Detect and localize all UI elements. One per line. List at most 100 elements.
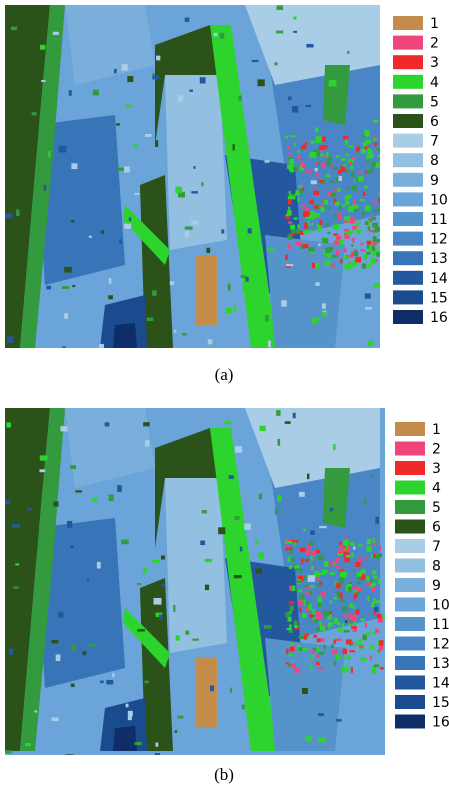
map-pixel-cluster (278, 495, 282, 502)
map-pixel-cluster (153, 598, 161, 605)
map-pixel-cluster (371, 474, 374, 476)
map-pixel-cluster (259, 494, 262, 500)
map-pixel-cluster (276, 410, 280, 416)
map-pixel-cluster (155, 753, 160, 757)
map-pixel-cluster (367, 160, 370, 163)
legend-label: 9 (432, 578, 441, 594)
map-pixel-cluster (299, 608, 301, 613)
map-pixel-cluster (170, 281, 174, 285)
map-pixel-cluster (296, 581, 302, 583)
map-pixel-cluster (60, 426, 67, 431)
classification-map (5, 5, 385, 351)
map-pixel-cluster (372, 668, 376, 674)
map-pixel-cluster (321, 163, 325, 168)
map-pixel-cluster (248, 228, 252, 233)
map-pixel-cluster (210, 685, 214, 691)
map-pixel-cluster (252, 60, 259, 62)
map-pixel-cluster (339, 205, 341, 211)
map-pixel-cluster (349, 650, 355, 652)
map-pixel-cluster (344, 263, 351, 270)
map-pixel-cluster (72, 285, 75, 287)
map-pixel-cluster (347, 655, 351, 660)
map-pixel-cluster (288, 654, 294, 656)
map-pixel-cluster (315, 213, 320, 217)
map-pixel-cluster (385, 752, 392, 756)
legend-label: 4 (432, 481, 441, 497)
map-pixel-cluster (294, 625, 297, 628)
map-pixel-cluster (259, 552, 264, 559)
map-pixel-cluster (286, 548, 289, 551)
map-pixel-cluster (191, 220, 199, 224)
map-pixel-cluster (291, 642, 294, 645)
map-pixel-cluster (281, 300, 287, 306)
legend-label: 11 (432, 617, 449, 633)
map-pixel-cluster (318, 226, 322, 232)
legend-swatch (393, 310, 423, 324)
map-pixel-cluster (339, 176, 342, 181)
map-pixel-cluster (352, 587, 358, 590)
map-pixel-cluster (338, 550, 343, 554)
legend-label: 8 (430, 153, 439, 169)
map-pixel-cluster (367, 539, 372, 544)
map-pixel-cluster (376, 162, 382, 167)
map-pixel-cluster (292, 586, 295, 591)
map-pixel-cluster (361, 618, 365, 621)
map-pixel-cluster (9, 648, 13, 654)
map-pixel-cluster (116, 123, 120, 125)
map-pixel-cluster (351, 553, 354, 557)
map-pixel-cluster (378, 618, 383, 623)
map-pixel-cluster (348, 231, 352, 236)
map-pixel-cluster (289, 409, 295, 413)
legend-label: 10 (430, 192, 448, 208)
map-pixel-cluster (331, 192, 336, 197)
map-pixel-cluster (344, 607, 348, 612)
map-pixel-cluster (51, 717, 58, 720)
map-pixel-cluster (334, 661, 336, 665)
map-pixel-cluster (360, 569, 366, 573)
map-pixel-cluster (365, 307, 372, 310)
map-pixel-cluster (374, 283, 382, 287)
legend-swatch (393, 153, 423, 167)
map-pixel-cluster (25, 743, 31, 746)
map-pixel-cluster (350, 166, 353, 169)
legend-label: 14 (430, 271, 448, 287)
map-pixel-cluster (299, 185, 302, 188)
map-pixel-cluster (333, 444, 336, 450)
map-pixel-cluster (265, 315, 269, 322)
map-pixel-cluster (124, 166, 130, 172)
map-pixel-cluster (328, 207, 330, 210)
map-pixel-cluster (353, 251, 358, 256)
map-pixel-cluster (359, 645, 363, 648)
map-pixel-cluster (293, 143, 295, 146)
legend-label: 3 (432, 461, 441, 477)
map-pixel-cluster (5, 750, 11, 753)
map-pixel-cluster (41, 80, 45, 82)
map-pixel-cluster (318, 555, 324, 560)
map-pixel-cluster (340, 259, 342, 264)
map-pixel-cluster (333, 639, 335, 643)
map-pixel-cluster (365, 623, 367, 628)
map-pixel-cluster (320, 626, 325, 631)
map-pixel-cluster (377, 155, 382, 158)
map-pixel-cluster (321, 206, 325, 212)
map-pixel-cluster (374, 209, 377, 212)
map-pixel-cluster (62, 286, 69, 289)
map-pixel-cluster (293, 31, 297, 33)
map-pixel-cluster (378, 197, 382, 202)
map-pixel-cluster (292, 106, 298, 113)
map-pixel-cluster (349, 217, 355, 223)
map-pixel-cluster (311, 566, 314, 571)
map-pixel-cluster (39, 469, 45, 472)
map-pixel-cluster (185, 17, 189, 21)
map-pixel-cluster (312, 551, 316, 557)
map-pixel-cluster (335, 202, 340, 206)
legend-swatch (395, 481, 425, 495)
map-pixel-cluster (289, 191, 291, 195)
map-pixel-cluster (331, 264, 335, 267)
map-pixel-cluster (185, 631, 189, 635)
map-pixel-cluster (324, 200, 328, 205)
map-pixel-cluster (255, 585, 259, 589)
map-pixel-cluster (340, 545, 343, 549)
map-pixel-cluster (27, 508, 31, 511)
map-pixel-cluster (321, 591, 326, 596)
